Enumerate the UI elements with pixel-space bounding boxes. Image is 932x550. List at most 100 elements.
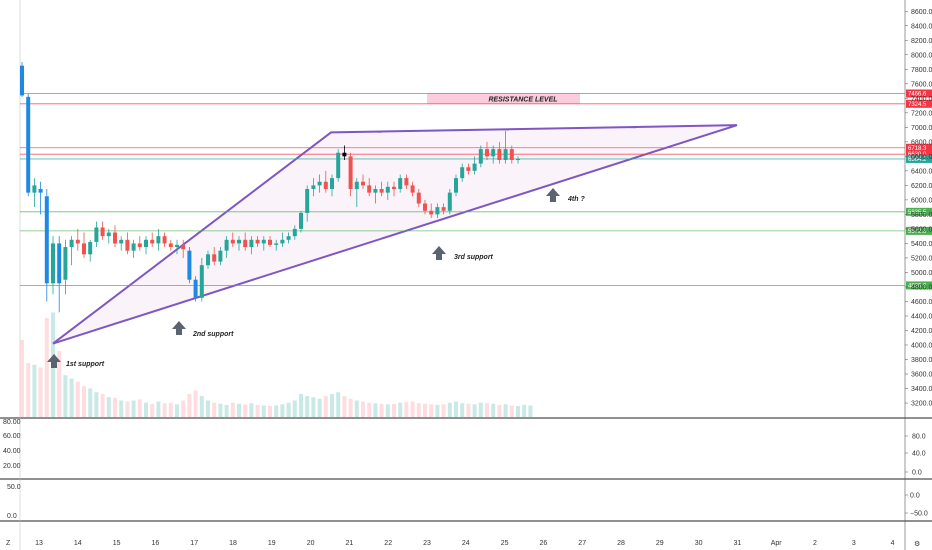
candle-body: [404, 178, 409, 186]
candle-body: [447, 192, 452, 211]
volume-bar: [88, 388, 93, 417]
candle-body: [212, 254, 217, 262]
support2-label: 2nd support: [192, 331, 234, 338]
volume-bar: [237, 403, 241, 417]
candle-body: [100, 227, 105, 237]
candle-body: [286, 236, 291, 240]
candle-body: [131, 243, 136, 251]
price-tick-label: 6400.0: [911, 168, 932, 175]
indicator1-right-tick: 0.0: [912, 470, 922, 477]
volume-bar: [367, 402, 372, 417]
volume-bar: [522, 404, 527, 417]
time-tick-label: 29: [656, 540, 664, 547]
candle-body: [274, 243, 279, 245]
support1-label: 1st support: [66, 361, 105, 368]
time-tick-label: 3: [852, 540, 856, 547]
volume-bar: [249, 403, 254, 417]
candle-body: [268, 239, 272, 245]
volume-bar: [230, 402, 235, 417]
candle-body: [75, 239, 80, 244]
resistance-zone: [427, 93, 580, 104]
price-tick-label: 5600.0: [911, 226, 932, 233]
price-tick-label: 5000.0: [911, 270, 932, 277]
time-tick-label: 4: [891, 540, 895, 547]
price-tick-label: 5400.0: [911, 241, 932, 248]
time-axis[interactable]: Z 13 14 15 16 17 18 19 20 21 22 23 24 25 26 27 28 29 30 31 A…: [6, 540, 895, 547]
candle-body: [385, 186, 390, 193]
time-tick-label: 30: [695, 540, 703, 547]
price-axis[interactable]: 8600.0 8400.0 8200.0 8000.0 7800.0 7600.0 7400…: [905, 9, 932, 408]
volume-bar: [82, 386, 86, 417]
support4-arrow-icon: [546, 188, 560, 202]
candle-body: [348, 156, 353, 190]
arrow-shape: [172, 321, 186, 335]
volume-bar: [137, 399, 142, 417]
candle-body: [119, 239, 124, 244]
volume-bar: [478, 402, 483, 417]
volume-bar: [454, 401, 458, 417]
candle-body: [51, 243, 55, 284]
indicator2-right-tick: 0.0: [910, 493, 920, 500]
level-price-tag: [906, 150, 932, 159]
indicator1-left-tick: 20.00: [3, 463, 21, 470]
level-price-tag: [906, 207, 932, 216]
volume-bar: [224, 404, 229, 417]
candle-body: [162, 236, 167, 244]
indicator1-left-tick: 40.00: [3, 448, 21, 455]
candle-body: [32, 185, 37, 193]
level-price-tag: [906, 143, 932, 152]
volume-bar: [193, 390, 198, 417]
volume-bar: [75, 381, 80, 417]
candle-body: [156, 236, 161, 244]
candle-body: [472, 163, 477, 171]
time-tick-label: 2: [813, 540, 817, 547]
volume-bar: [286, 402, 291, 417]
price-tick-label: 4200.0: [911, 328, 932, 335]
volume-bar: [441, 404, 446, 417]
candle-body: [441, 207, 446, 211]
time-tick-label: 18: [229, 540, 237, 547]
volume-bar: [26, 363, 31, 417]
level-price-tag: [906, 281, 932, 290]
candle-body: [416, 192, 421, 204]
volume-bar: [125, 401, 130, 417]
indicator1-right-tick: 40.0: [912, 451, 926, 458]
price-tick-label: 7600.0: [911, 81, 932, 88]
candle-body: [150, 239, 155, 244]
candle-body: [342, 152, 347, 157]
volume-bar: [348, 398, 353, 417]
candle-body: [373, 189, 378, 193]
time-tick-label: Apr: [771, 540, 783, 547]
price-tick-label: 4400.0: [911, 313, 932, 320]
candle-body: [181, 244, 186, 250]
level-price-tag: [906, 226, 932, 235]
volume-bar: [175, 404, 179, 417]
candle-body: [57, 243, 62, 284]
candle-body: [503, 149, 508, 160]
price-tick-label: 6800.0: [911, 139, 932, 146]
time-tick-label: 28: [617, 540, 625, 547]
time-tick-label: 13: [35, 540, 43, 547]
price-tick-label: 7800.0: [911, 67, 932, 74]
candle-body: [82, 243, 86, 255]
horizontal-levels: RESISTANCE LEVEL7466.67324.56718.36630.0…: [20, 89, 932, 290]
candle-body: [299, 212, 303, 229]
candle-body: [478, 149, 483, 164]
volume-bar: [485, 403, 489, 417]
price-tick-label: 6000.0: [911, 197, 932, 204]
indicator1-left-tick: 60.00: [3, 433, 21, 440]
volume-bar: [311, 397, 316, 417]
candle-body: [261, 239, 266, 244]
time-tick-label: 15: [113, 540, 121, 547]
candle-body: [305, 189, 310, 213]
candle-body: [199, 265, 204, 298]
volume-bar: [491, 403, 496, 417]
candle-body: [398, 178, 403, 190]
volume-bar: [342, 396, 347, 417]
timezone-label: Z: [6, 540, 11, 547]
candle-body: [379, 189, 384, 193]
indicator2-left-tick: 50.0: [7, 484, 21, 491]
volume-bar: [63, 375, 68, 417]
price-tick-label: 6600.0: [911, 154, 932, 161]
